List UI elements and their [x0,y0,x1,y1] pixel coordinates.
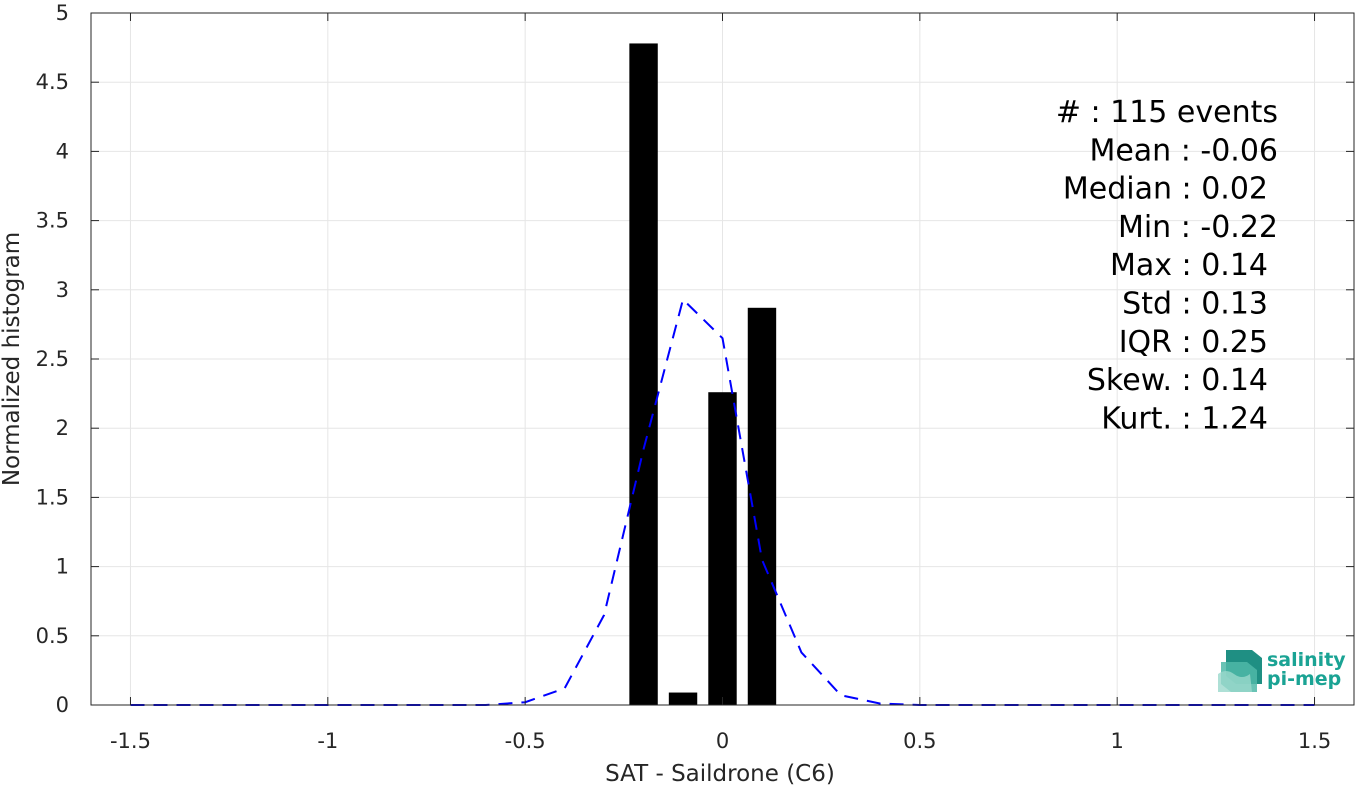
stat-line: Min : -0.22 [1118,210,1278,245]
y-tick-label: 5 [56,1,69,25]
y-axis-label: Normalized histogram [0,232,25,486]
y-tick-label: 3 [56,278,69,302]
y-tick-label: 3.5 [36,209,69,233]
x-tick-label: -1.5 [110,729,151,753]
y-tick-label: 0.5 [36,624,69,648]
stat-line: Max : 0.14 [1110,248,1268,283]
y-axis-ticks: 0 0.5 1 1.5 2 2.5 3 3.5 4 4.5 5 [36,1,1354,717]
x-axis-ticks: -1.5 -1 -0.5 0 0.5 1 1.5 [110,13,1331,753]
y-tick-label: 1 [56,555,69,579]
histogram-bar [629,43,658,705]
logo-line1: salinity [1267,649,1346,671]
x-axis-label: SAT - Saildrone (C6) [605,761,835,785]
x-tick-label: 0 [716,729,729,753]
y-tick-label: 1.5 [36,485,69,509]
stat-line: Mean : -0.06 [1089,133,1278,168]
stat-line: IQR : 0.25 [1119,325,1268,360]
y-tick-label: 2.5 [36,347,69,371]
logo-wave-icon [1218,650,1262,692]
y-tick-label: 2 [56,416,69,440]
salinity-pimep-logo: salinity pi-mep [1218,649,1346,692]
y-tick-label: 4.5 [36,70,69,94]
x-tick-label: -0.5 [505,729,546,753]
x-tick-label: 1 [1111,729,1124,753]
histogram-bar [708,392,737,705]
stat-line: Kurt. : 1.24 [1101,401,1268,436]
x-tick-label: 1.5 [1298,729,1331,753]
logo-line2: pi-mep [1267,668,1341,690]
stat-line: Skew. : 0.14 [1087,363,1268,398]
y-tick-label: 4 [56,139,69,163]
stat-line: Std : 0.13 [1122,287,1268,322]
stat-line: # : 115 events [1056,95,1278,130]
stat-line: Median : 0.02 [1063,172,1268,207]
x-tick-label: 0.5 [903,729,936,753]
histogram-bar [668,692,698,705]
histogram-bars [629,43,777,705]
x-tick-label: -1 [317,729,338,753]
y-tick-label: 0 [56,693,69,717]
